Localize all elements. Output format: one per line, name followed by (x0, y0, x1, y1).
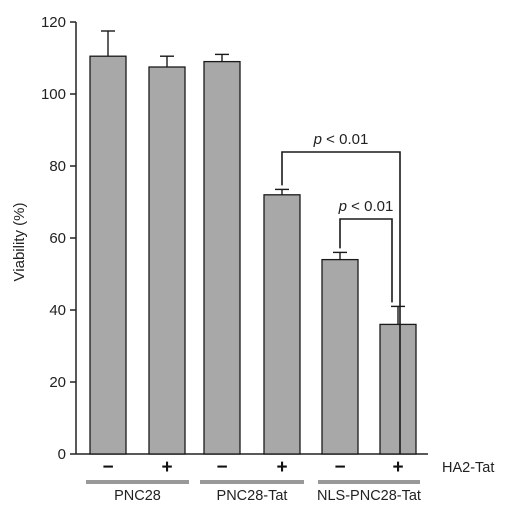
p-symbol: p (313, 131, 322, 148)
y-tick-label: 120 (41, 14, 66, 31)
bar (321, 258, 359, 455)
bar (89, 55, 127, 455)
y-tick-label: 20 (49, 374, 66, 391)
bar (379, 323, 417, 455)
y-tick-label: 60 (49, 230, 66, 247)
p-symbol: p (338, 198, 347, 215)
significance-bracket (281, 151, 401, 454)
p-threshold: < 0.01 (322, 131, 368, 148)
x-labels-layer: − + − + − + HA2-Tat PNC28 PNC28-Tat NLS-PNC28-Tat (86, 457, 494, 504)
treatment-sign: − (334, 457, 345, 478)
treatment-sign: − (216, 457, 227, 478)
treatment-sign: + (161, 457, 172, 478)
significance-label: p < 0.01 (313, 131, 369, 148)
y-tick-label: 0 (58, 446, 66, 463)
significance-label: p < 0.01 (338, 198, 394, 215)
significance-layer: p < 0.01p < 0.01 (281, 131, 401, 454)
p-threshold: < 0.01 (347, 198, 393, 215)
y-tick-label: 100 (41, 86, 66, 103)
treatment-label: HA2-Tat (442, 460, 494, 476)
chart-axes: 0 20 40 60 80 100 120 (41, 14, 428, 463)
group-underline (86, 480, 189, 484)
bar (203, 60, 241, 455)
treatment-sign: + (392, 457, 403, 478)
group-label: NLS-PNC28-Tat (317, 488, 421, 504)
treatment-sign: + (276, 457, 287, 478)
bar (263, 194, 301, 455)
group-underline (200, 480, 304, 484)
y-axis-label: Viability (%) (11, 203, 28, 282)
bars-layer (89, 55, 417, 455)
group-underline (318, 480, 420, 484)
significance-bracket (339, 218, 393, 303)
group-label: PNC28 (114, 488, 161, 504)
treatment-sign: − (102, 457, 113, 478)
y-tick-label: 80 (49, 158, 66, 175)
error-bars-layer (101, 30, 405, 325)
group-label: PNC28-Tat (217, 488, 288, 504)
y-tick-label: 40 (49, 302, 66, 319)
bar (148, 66, 186, 455)
